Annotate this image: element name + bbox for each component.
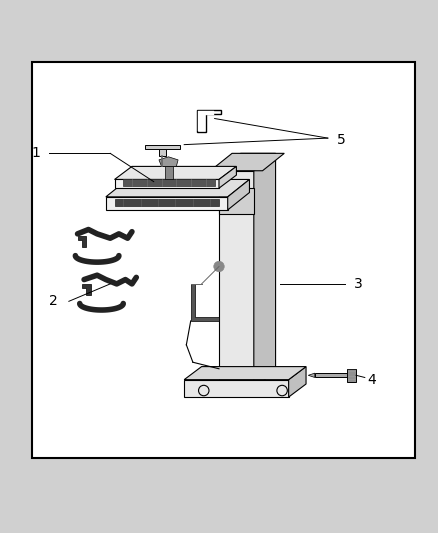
Polygon shape (308, 373, 315, 377)
Polygon shape (115, 180, 219, 188)
Polygon shape (198, 111, 214, 131)
Polygon shape (197, 110, 221, 132)
Text: 1: 1 (32, 147, 41, 160)
Polygon shape (315, 373, 350, 377)
Text: 4: 4 (367, 373, 376, 386)
Polygon shape (219, 171, 254, 389)
Polygon shape (184, 367, 306, 379)
Polygon shape (289, 367, 306, 397)
Polygon shape (228, 180, 250, 210)
Text: 3: 3 (354, 277, 363, 291)
Polygon shape (165, 166, 173, 180)
Polygon shape (106, 197, 228, 210)
Circle shape (214, 261, 224, 272)
Polygon shape (254, 154, 276, 389)
Polygon shape (106, 180, 250, 197)
Polygon shape (82, 284, 91, 295)
Polygon shape (145, 144, 180, 149)
Polygon shape (123, 180, 215, 186)
Polygon shape (159, 149, 166, 156)
Polygon shape (219, 166, 237, 188)
Text: 5: 5 (336, 133, 345, 147)
Polygon shape (219, 188, 254, 214)
Polygon shape (191, 284, 219, 321)
Polygon shape (347, 369, 356, 382)
Polygon shape (115, 199, 219, 206)
Text: 2: 2 (49, 294, 58, 308)
Polygon shape (210, 154, 284, 171)
Polygon shape (115, 166, 237, 180)
Polygon shape (78, 236, 86, 247)
Polygon shape (219, 154, 276, 171)
Polygon shape (184, 379, 289, 397)
Polygon shape (159, 157, 178, 166)
Bar (32, 62, 415, 458)
